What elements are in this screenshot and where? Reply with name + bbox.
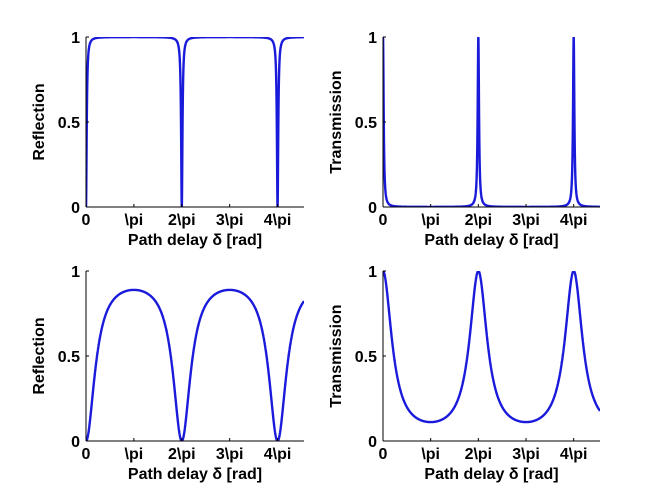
x-tick-label: 4\pi — [264, 212, 292, 229]
x-axis-label: Path delay δ [rad] — [128, 232, 262, 249]
y-axis-label: Transmission — [328, 70, 345, 173]
x-tick-label: \pi — [125, 212, 144, 229]
y-tick-label: 1 — [368, 264, 377, 281]
x-tick-label: 2\pi — [168, 446, 196, 463]
y-tick-label: 1 — [71, 30, 80, 47]
x-tick-label: 3\pi — [216, 212, 244, 229]
x-tick-label: 0 — [379, 212, 388, 229]
x-tick-label: 2\pi — [168, 212, 196, 229]
x-tick-label: 2\pi — [465, 446, 493, 463]
y-tick-label: 0 — [368, 200, 377, 217]
x-tick-label: 3\pi — [512, 212, 540, 229]
series-line-transmission — [383, 271, 600, 424]
chart-panel-3: 0 \pi 2\pi 3\pi 4\pi 0 0.5 1 Path delay δ [rad] R… — [31, 264, 304, 483]
y-tick-label: 0 — [71, 200, 80, 217]
x-tick-label: 4\pi — [560, 212, 588, 229]
x-axis-label: Path delay δ [rad] — [424, 466, 558, 483]
x-tick-label: \pi — [421, 446, 440, 463]
series-line-reflection — [86, 288, 304, 441]
series-line-reflection — [86, 37, 304, 207]
y-tick-label: 0.5 — [58, 115, 80, 132]
series-line-transmission — [383, 37, 600, 207]
y-axis-label: Transmission — [328, 304, 345, 407]
chart-panel-2: 0 \pi 2\pi 3\pi 4\pi 0 0.5 1 Path delay δ [rad] T… — [328, 30, 600, 249]
x-tick-label: \pi — [421, 212, 440, 229]
x-tick-label: 4\pi — [560, 446, 588, 463]
y-tick-label: 0 — [368, 434, 377, 451]
x-tick-label: 0 — [379, 446, 388, 463]
x-tick-label: 3\pi — [216, 446, 244, 463]
y-tick-label: 1 — [71, 264, 80, 281]
x-tick-label: 0 — [82, 446, 91, 463]
chart-panel-1: 0 \pi 2\pi 3\pi 4\pi 0 0.5 1 Path delay δ [rad] R… — [31, 30, 304, 249]
y-tick-label: 0.5 — [355, 349, 377, 366]
y-tick-label: 0.5 — [58, 349, 80, 366]
y-axis-label: Reflection — [31, 83, 48, 160]
y-axis-label: Reflection — [31, 317, 48, 394]
y-tick-label: 0 — [71, 434, 80, 451]
x-tick-label: 0 — [82, 212, 91, 229]
x-tick-label: 2\pi — [465, 212, 493, 229]
chart-panel-4: 0 \pi 2\pi 3\pi 4\pi 0 0.5 1 Path delay δ [rad] T… — [328, 264, 600, 483]
y-tick-label: 1 — [368, 30, 377, 47]
x-axis-label: Path delay δ [rad] — [128, 466, 262, 483]
x-tick-label: \pi — [125, 446, 144, 463]
x-tick-label: 3\pi — [512, 446, 540, 463]
y-tick-label: 0.5 — [355, 115, 377, 132]
x-axis-label: Path delay δ [rad] — [424, 232, 558, 249]
x-tick-label: 4\pi — [264, 446, 292, 463]
